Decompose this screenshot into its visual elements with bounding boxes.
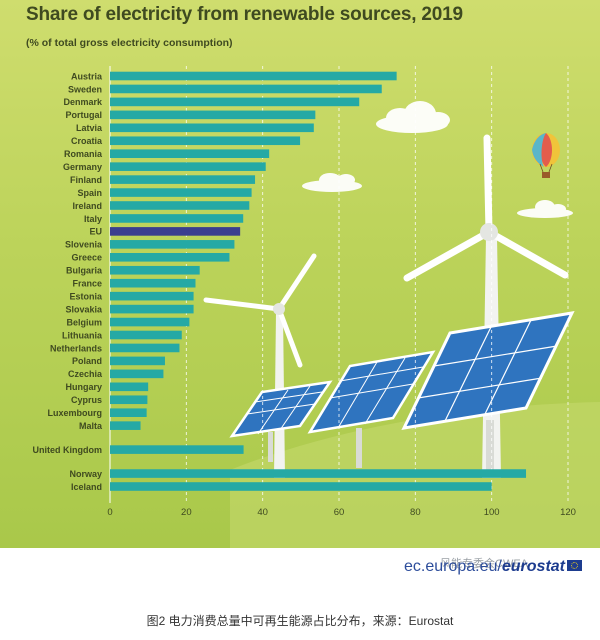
- cloud: [302, 173, 362, 192]
- x-tick-label: 100: [484, 507, 500, 518]
- category-label: Sweden: [68, 84, 102, 94]
- category-label: Italy: [84, 214, 102, 224]
- source-link[interactable]: ec.europa.eu/eurostat: [404, 558, 582, 576]
- bar-italy: [110, 214, 244, 223]
- source-brand: eurostat: [501, 558, 565, 575]
- bar-greece: [110, 253, 230, 262]
- category-label: Iceland: [71, 482, 102, 492]
- cloud: [517, 200, 573, 218]
- wind-turbine-small: [203, 253, 317, 478]
- bar-netherlands: [110, 343, 180, 353]
- category-label: Latvia: [76, 123, 103, 133]
- eu-flag-icon: [567, 560, 582, 572]
- bar-slovakia: [110, 304, 194, 314]
- infographic: Austria Sweden Denmark Portugal Latvia Croati…: [0, 0, 600, 548]
- category-label: EU: [89, 227, 102, 237]
- bar-denmark: [110, 97, 360, 107]
- bar-iceland: [110, 482, 492, 491]
- category-label: Poland: [72, 356, 102, 366]
- watermark: 风能专委会CWEA: [440, 558, 528, 570]
- solar-panel: [229, 380, 333, 462]
- bar-luxembourg: [110, 408, 147, 417]
- x-tick-label: 0: [107, 507, 112, 518]
- chart-title: Share of electricity from renewable sour…: [26, 4, 463, 25]
- bar-belgium: [110, 317, 190, 327]
- bar-ireland: [110, 201, 250, 210]
- category-label: Belgium: [66, 317, 102, 327]
- bar-germany: [110, 162, 266, 171]
- category-label: Netherlands: [50, 343, 102, 353]
- category-label: Hungary: [65, 382, 102, 392]
- bars: [110, 71, 527, 491]
- x-tick-label: 20: [181, 507, 192, 518]
- bar-estonia: [110, 291, 194, 301]
- bar-bulgaria: [110, 265, 200, 275]
- bar-spain: [110, 188, 252, 197]
- x-tick-label: 80: [410, 507, 421, 518]
- category-label: Norway: [69, 469, 102, 479]
- category-label: Finland: [70, 175, 102, 185]
- category-label: Portugal: [65, 110, 102, 120]
- bar-norway: [110, 469, 527, 478]
- category-label: Malta: [79, 421, 103, 431]
- category-label: Czechia: [68, 369, 103, 379]
- category-label: Romania: [64, 149, 103, 159]
- bar-croatia: [110, 136, 301, 146]
- category-label: Estonia: [69, 291, 103, 301]
- solar-panel: [307, 350, 436, 468]
- bar-romania: [110, 149, 270, 158]
- category-label: Slovenia: [65, 240, 103, 250]
- bar-portugal: [110, 110, 316, 120]
- category-label: France: [72, 279, 102, 289]
- bar-eu: [110, 227, 241, 236]
- category-label: Cyprus: [71, 395, 102, 405]
- x-tick-label: 60: [334, 507, 345, 518]
- category-label: Bulgaria: [66, 266, 103, 276]
- x-axis-ticks: 0 20 40 60 80 100 120: [107, 507, 576, 518]
- bar-poland: [110, 356, 165, 366]
- category-label: Spain: [77, 188, 102, 198]
- solar-panel: [401, 311, 575, 475]
- category-label: Croatia: [71, 136, 103, 146]
- category-label: Denmark: [63, 97, 103, 107]
- bar-slovenia: [110, 240, 235, 249]
- figure-caption: 图2 电力消费总量中可再生能源占比分布，来源：Eurostat: [146, 614, 454, 628]
- bar-united-kingdom: [110, 445, 244, 454]
- category-label: Austria: [71, 71, 103, 81]
- category-label: Luxembourg: [47, 408, 102, 418]
- bar-latvia: [110, 123, 314, 133]
- bar-france: [110, 278, 196, 288]
- chart-subtitle: (% of total gross electricity consumptio…: [26, 37, 233, 49]
- bar-cyprus: [110, 395, 148, 405]
- category-label: Greece: [71, 253, 102, 263]
- category-label: Ireland: [72, 201, 102, 211]
- footer-band: [0, 548, 600, 588]
- chart-canvas: Austria Sweden Denmark Portugal Latvia Croati…: [32, 71, 600, 548]
- bar-austria: [110, 71, 397, 81]
- category-labels: Austria Sweden Denmark Portugal Latvia Croati…: [33, 71, 103, 492]
- cloud: [376, 101, 450, 133]
- category-label: Slovakia: [65, 304, 103, 314]
- hot-air-balloon: [532, 133, 560, 178]
- bar-sweden: [110, 84, 382, 94]
- bar-finland: [110, 175, 256, 184]
- bar-malta: [110, 421, 141, 430]
- source-prefix: ec.europa.eu/: [404, 558, 502, 575]
- category-label: Lithuania: [62, 330, 103, 340]
- x-tick-label: 120: [560, 507, 576, 518]
- category-label: Germany: [63, 162, 102, 172]
- bar-czechia: [110, 369, 164, 379]
- bar-lithuania: [110, 330, 182, 340]
- bar-hungary: [110, 382, 149, 392]
- x-tick-label: 40: [257, 507, 268, 518]
- category-label: United Kingdom: [33, 445, 103, 455]
